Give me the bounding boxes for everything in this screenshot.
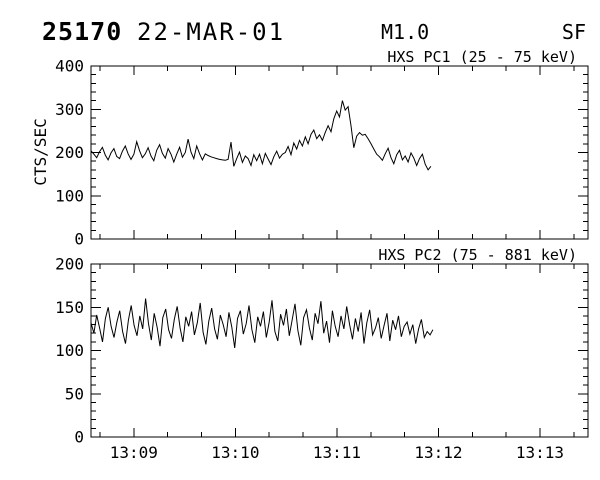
chart2-ytick-label: 100: [55, 341, 84, 360]
chart1-ytick-label: 200: [55, 143, 84, 162]
flare-type: SF: [562, 20, 586, 44]
chart1-ytick-label: 100: [55, 186, 84, 205]
chart1-title: HXS PC1 (25 - 75 keV): [387, 48, 577, 66]
time-axis-label: 13:10: [211, 443, 259, 462]
time-axis-label: 13:11: [313, 443, 361, 462]
plot-frames-ticks-and-series: 0 100 200 300 400 0 50 100 150 200 13:09 13:10 13:11…: [55, 57, 589, 462]
chart2-ytick-label: 0: [74, 428, 84, 447]
chart1-y-axis-label: CTS/SEC: [31, 118, 50, 185]
time-axis-label: 13:09: [110, 443, 158, 462]
chart2-ytick-label: 150: [55, 298, 84, 317]
time-axis-label: 13:12: [414, 443, 462, 462]
flare-date: 22-MAR-01: [137, 18, 285, 46]
chart1-ytick-label: 0: [74, 230, 84, 249]
chart2-ytick-label: 200: [55, 255, 84, 274]
chart1-frame: [90, 65, 589, 240]
chart2-ytick-label: 50: [65, 384, 84, 403]
flare-number: 25170: [42, 17, 122, 46]
chart2-frame: [90, 263, 589, 438]
chart1-ytick-label: 400: [55, 57, 84, 76]
time-axis-label: 13:13: [516, 443, 564, 462]
chart2-lightcurve: [90, 298, 434, 348]
chart2-title: HXS PC2 (75 - 881 keV): [378, 246, 577, 264]
chart1-lightcurve: [90, 100, 432, 171]
goes-class: M1.0: [381, 20, 429, 44]
chart1-ytick-label: 300: [55, 100, 84, 119]
